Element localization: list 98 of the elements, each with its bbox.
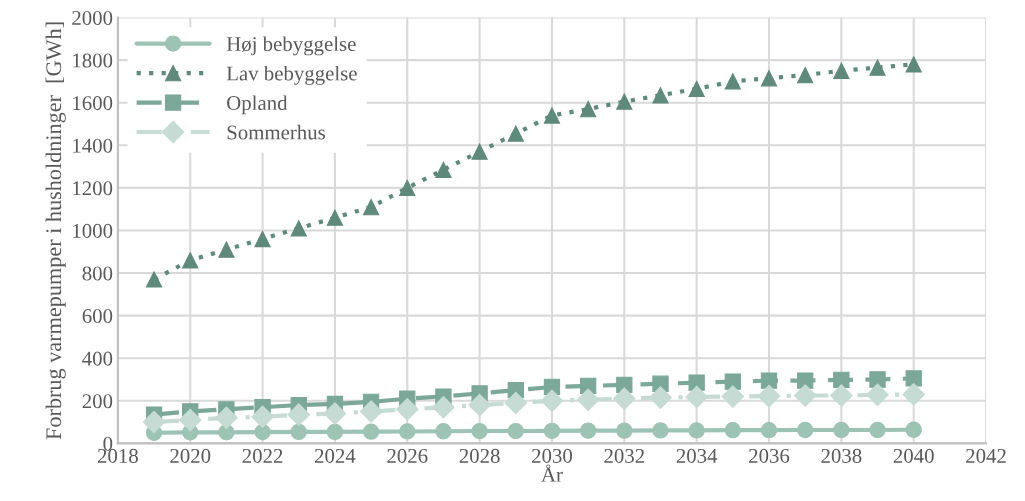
legend-label: Lav bebyggelse	[226, 65, 357, 85]
point	[362, 423, 380, 440]
point	[721, 385, 745, 408]
y-tick-label: 1400	[73, 138, 113, 153]
point	[326, 209, 344, 226]
point	[362, 198, 380, 216]
point	[287, 403, 311, 426]
point	[399, 179, 416, 197]
point	[290, 423, 307, 441]
point	[724, 422, 741, 439]
point	[540, 389, 564, 413]
point	[902, 383, 926, 406]
point	[576, 388, 600, 412]
point	[905, 56, 922, 73]
point	[251, 405, 274, 429]
legend-label: Opland	[227, 95, 288, 115]
point	[797, 66, 814, 84]
point	[471, 422, 488, 440]
point	[254, 230, 271, 248]
point	[579, 422, 597, 439]
point	[579, 100, 597, 118]
point	[399, 423, 416, 440]
point	[178, 408, 202, 432]
point	[797, 372, 814, 389]
point	[830, 384, 853, 407]
x-tick-label: 2024	[315, 448, 356, 463]
y-tick-label: 2000	[72, 10, 113, 25]
x-tick-label: 2032	[604, 448, 644, 463]
point	[833, 421, 850, 439]
legend-label: Høj bebyggelse	[226, 36, 356, 56]
point	[688, 422, 705, 439]
point	[688, 374, 705, 391]
point	[507, 422, 524, 440]
x-tick-label: 2042	[966, 448, 1006, 463]
x-tick-label: 2034	[676, 448, 718, 463]
point	[290, 220, 307, 237]
point	[471, 143, 488, 160]
point	[793, 384, 817, 407]
x-tick-label: 2020	[170, 448, 211, 463]
point	[142, 410, 166, 434]
point	[507, 125, 524, 142]
point	[145, 271, 163, 288]
x-tick-label: 2036	[749, 448, 790, 463]
point	[435, 423, 452, 440]
x-tick-label: 2026	[387, 448, 428, 463]
legend-label: Sommerhus	[227, 124, 325, 140]
y-tick-label: 800	[82, 266, 113, 281]
point	[760, 422, 778, 439]
point	[432, 395, 455, 419]
point	[833, 371, 850, 389]
y-tick-label: 400	[82, 351, 113, 366]
y-axis-title: Forbrug varmepumper i husholdninger [GWh]	[45, 22, 66, 440]
point	[359, 400, 383, 423]
x-tick-label: 2040	[893, 448, 934, 463]
point	[652, 87, 669, 104]
point	[435, 161, 452, 178]
point	[688, 80, 705, 98]
point	[724, 373, 741, 390]
point	[649, 386, 672, 409]
point	[323, 402, 347, 425]
point	[215, 406, 238, 430]
x-tick-label: 2028	[459, 448, 500, 463]
point	[182, 252, 199, 269]
point	[254, 423, 271, 441]
point	[866, 383, 889, 407]
y-tick-label: 1800	[73, 53, 113, 68]
y-tick-label: 600	[82, 309, 113, 324]
point	[757, 384, 781, 408]
point	[468, 393, 491, 417]
point	[905, 370, 922, 387]
point	[797, 421, 814, 439]
y-tick-label: 1000	[73, 223, 113, 238]
x-tick-label: 2022	[242, 448, 283, 463]
point	[760, 70, 778, 87]
point	[218, 241, 235, 258]
point	[724, 73, 741, 90]
point	[869, 421, 886, 439]
point	[543, 422, 561, 439]
point	[543, 107, 561, 124]
y-tick-label: 1200	[73, 181, 113, 196]
point	[395, 397, 419, 421]
point	[326, 423, 344, 441]
point	[760, 372, 778, 389]
point	[685, 385, 708, 409]
point	[869, 59, 886, 76]
y-tick-label: 200	[82, 394, 113, 409]
point	[612, 387, 636, 410]
point	[504, 391, 528, 415]
point	[905, 421, 922, 438]
point	[833, 62, 850, 79]
point	[652, 422, 669, 439]
y-tick-label: 1600	[73, 96, 113, 111]
x-axis-title: År	[541, 464, 563, 482]
point	[616, 422, 633, 439]
x-tick-label: 2030	[532, 448, 572, 463]
point	[869, 371, 886, 388]
x-tick-label: 2038	[821, 448, 862, 463]
point	[616, 93, 633, 110]
